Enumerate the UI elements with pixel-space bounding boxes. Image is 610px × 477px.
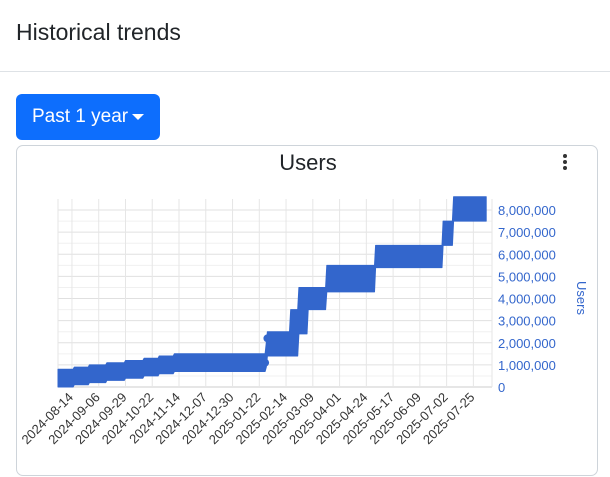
- y-tick-label: 4,000,000: [498, 292, 556, 307]
- x-axis: 2024-08-142024-09-062024-09-292024-10-22…: [18, 390, 477, 448]
- y-tick-label: 1,000,000: [498, 358, 556, 373]
- time-range-label: Past 1 year: [32, 106, 129, 127]
- y-tick-label: 0: [498, 380, 505, 395]
- page-header: Historical trends: [0, 0, 610, 72]
- y-tick-label: 5,000,000: [498, 269, 556, 284]
- y-axis-title: Users: [574, 281, 589, 315]
- series-point: [263, 334, 272, 343]
- y-tick-label: 6,000,000: [498, 247, 556, 262]
- series-band-0: [57, 196, 487, 388]
- y-axis: 0 1,000,000 2,000,000 3,000,000 4,000,000 5,0…: [498, 203, 556, 395]
- chart-card: 0 1,000,000 2,000,000 3,000,000 4,000,000 5,0…: [16, 145, 598, 476]
- chart-series: [57, 196, 487, 388]
- time-range-dropdown-button[interactable]: Past 1 year: [16, 94, 160, 140]
- y-tick-label: 2,000,000: [498, 336, 556, 351]
- caret-down-icon: [132, 114, 144, 120]
- page-title: Historical trends: [16, 19, 181, 45]
- y-tick-label: 8,000,000: [498, 203, 556, 218]
- series-point: [261, 358, 270, 367]
- y-tick-label: 7,000,000: [498, 225, 556, 240]
- users-chart: 0 1,000,000 2,000,000 3,000,000 4,000,000 5,0…: [18, 196, 589, 448]
- y-tick-label: 3,000,000: [498, 314, 556, 329]
- chart-title: Users: [279, 150, 337, 175]
- chart-grid: [57, 199, 493, 388]
- more-options-icon[interactable]: [559, 152, 571, 174]
